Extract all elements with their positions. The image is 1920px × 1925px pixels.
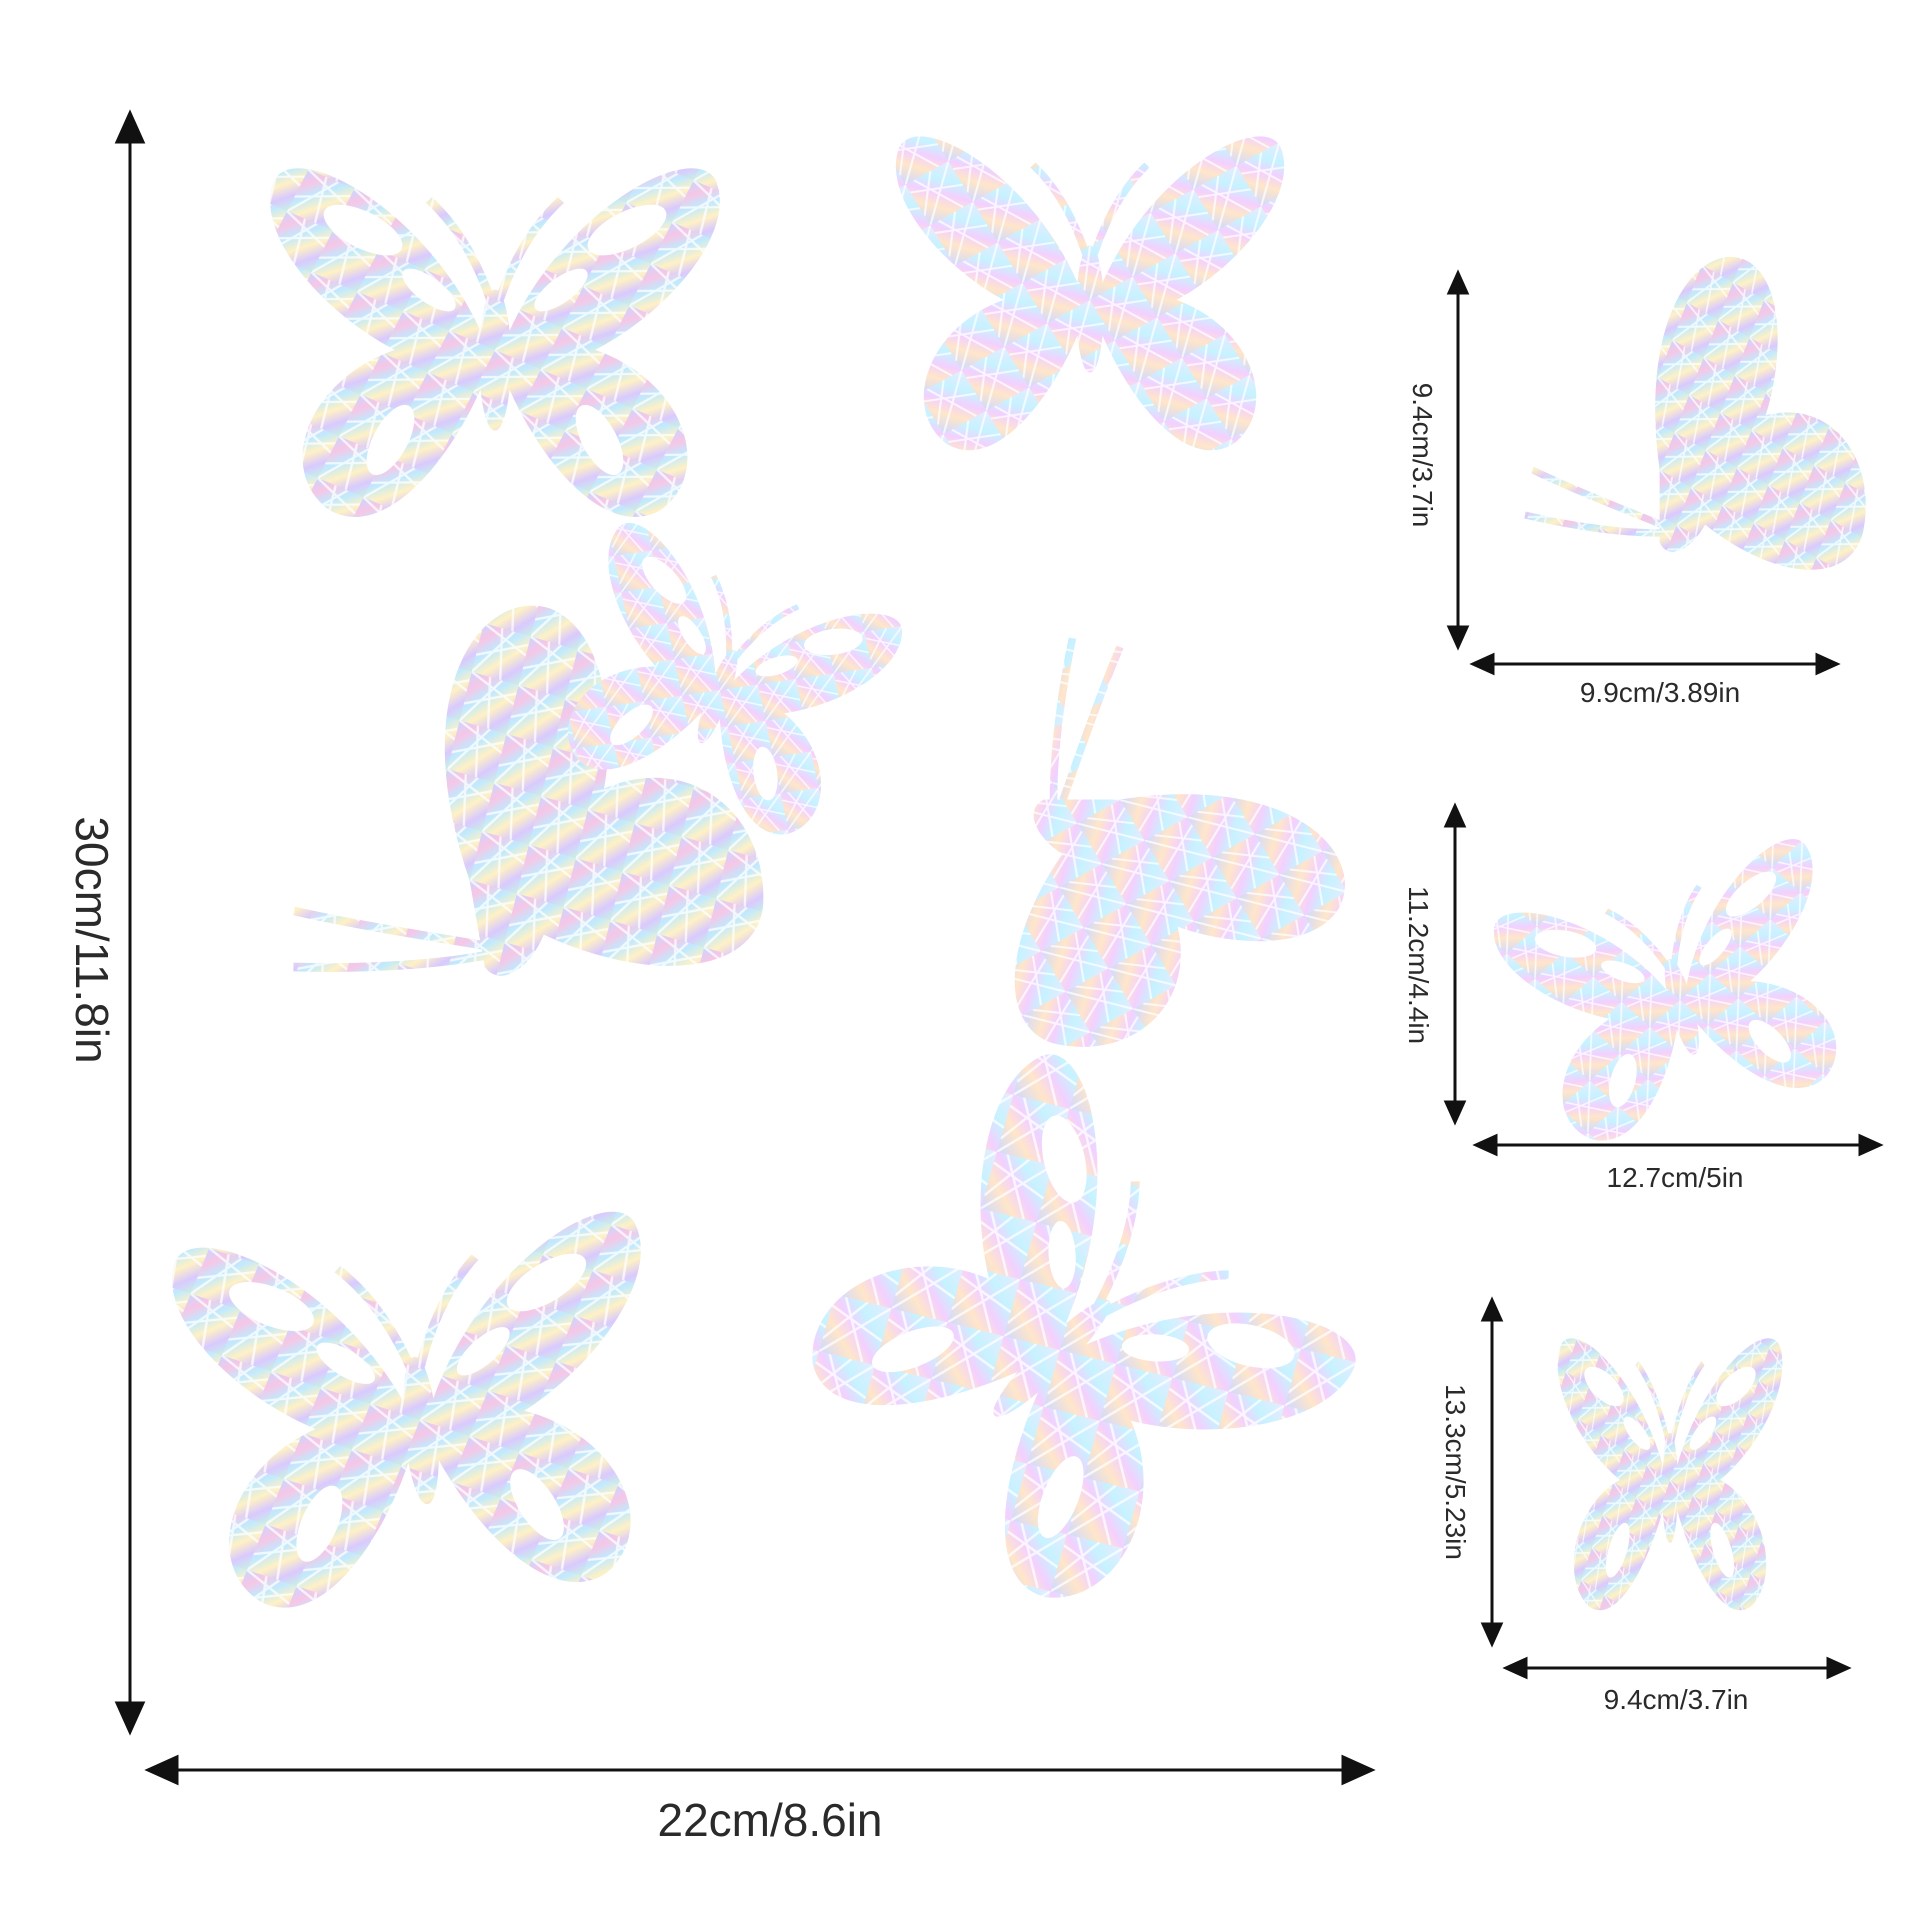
sample-1-width-label: 9.9cm/3.89in [1579,677,1741,708]
sheet-butterfly [896,137,1283,450]
sheet-butterfly [1015,638,1344,1046]
sheet-butterfly [170,1210,669,1615]
sheet-butterfly [766,1044,1366,1644]
sample-butterfly-2 [1490,835,1868,1155]
sheet-width-label: 22cm/8.6in [657,1794,883,1846]
sample-butterfly-1 [1525,257,1865,569]
sample-3-width-label: 9.4cm/3.7in [1603,1684,1749,1715]
sheet-height-label: 30cm/11.8in [66,816,118,1064]
sample-2-height-label: 11.2cm/4.4in [1403,885,1434,1045]
sample-3-height-label: 13.3cm/5.23in [1440,1384,1471,1560]
sheet-butterfly [271,169,720,517]
sample-2-width-label: 12.7cm/5in [1606,1162,1744,1193]
sample-1-height-label: 9.4cm/3.7in [1407,382,1438,528]
sample-butterfly-3 [1558,1339,1782,1610]
